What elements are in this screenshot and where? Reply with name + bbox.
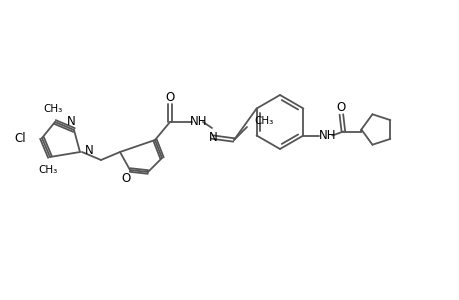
Text: N: N (67, 115, 75, 128)
Text: O: O (336, 101, 345, 114)
Text: NH: NH (190, 115, 207, 128)
Text: NH: NH (318, 129, 336, 142)
Text: CH₃: CH₃ (43, 104, 62, 114)
Text: CH₃: CH₃ (253, 116, 273, 126)
Text: O: O (165, 91, 174, 103)
Text: N: N (84, 143, 93, 157)
Text: CH₃: CH₃ (38, 165, 57, 175)
Text: N: N (208, 130, 217, 143)
Text: O: O (121, 172, 130, 185)
Text: Cl: Cl (14, 131, 26, 145)
